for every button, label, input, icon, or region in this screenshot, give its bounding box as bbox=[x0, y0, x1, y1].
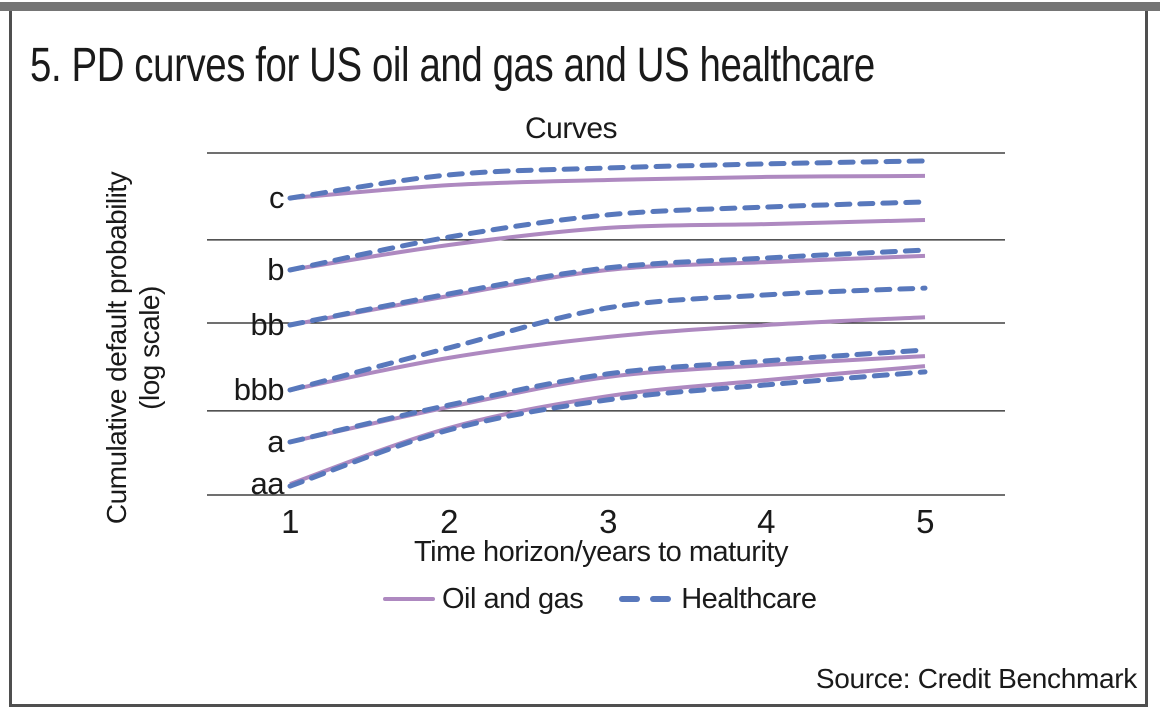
legend-dash bbox=[650, 596, 672, 602]
curve-a-oil-and-gas bbox=[289, 354, 926, 444]
rating-label-bbb: bbb bbox=[233, 372, 285, 407]
rating-label-c: c bbox=[269, 180, 285, 215]
legend-label-oil-and-gas: Oil and gas bbox=[442, 583, 584, 615]
rating-label-b: b bbox=[267, 252, 284, 287]
curve-bbb-oil-and-gas bbox=[289, 315, 926, 392]
curve-bb-healthcare bbox=[287, 247, 928, 328]
rating-label-aa: aa bbox=[250, 466, 285, 501]
curve-a-healthcare bbox=[287, 347, 928, 445]
figure-top-bar bbox=[0, 2, 1160, 11]
rating-label-bb: bb bbox=[250, 307, 285, 342]
figure-title: 5. PD curves for US oil and gas and US h… bbox=[30, 39, 875, 92]
curve-aa-healthcare bbox=[287, 369, 928, 489]
y-axis-label-line1: Cumulative default probability bbox=[101, 171, 132, 525]
x-tick-2: 2 bbox=[440, 503, 458, 540]
source-note: Source: Credit Benchmark bbox=[815, 663, 1137, 694]
pd-curves-plot bbox=[207, 152, 1005, 496]
x-tick-5: 5 bbox=[916, 503, 934, 540]
curve-c-oil-and-gas bbox=[289, 173, 926, 201]
x-tick-3: 3 bbox=[599, 503, 617, 540]
x-tick-4: 4 bbox=[757, 503, 775, 540]
curve-aa-oil-and-gas bbox=[289, 364, 926, 486]
curve-bbb-healthcare bbox=[287, 285, 928, 393]
legend: Oil and gas Healthcare bbox=[383, 581, 817, 617]
figure-frame bbox=[9, 11, 1148, 707]
legend-label-healthcare: Healthcare bbox=[681, 583, 817, 615]
curve-b-healthcare bbox=[287, 199, 928, 273]
oil-and-gas-line-swatch bbox=[383, 597, 435, 601]
curve-b-oil-and-gas bbox=[289, 218, 926, 272]
healthcare-line-swatch bbox=[619, 596, 672, 602]
x-axis-label: Time horizon/years to maturity bbox=[414, 536, 788, 568]
chart-title: Curves bbox=[524, 112, 618, 145]
rating-label-a: a bbox=[267, 424, 284, 459]
curve-c-healthcare bbox=[287, 158, 928, 201]
legend-dash bbox=[619, 596, 641, 602]
x-tick-1: 1 bbox=[281, 503, 299, 540]
